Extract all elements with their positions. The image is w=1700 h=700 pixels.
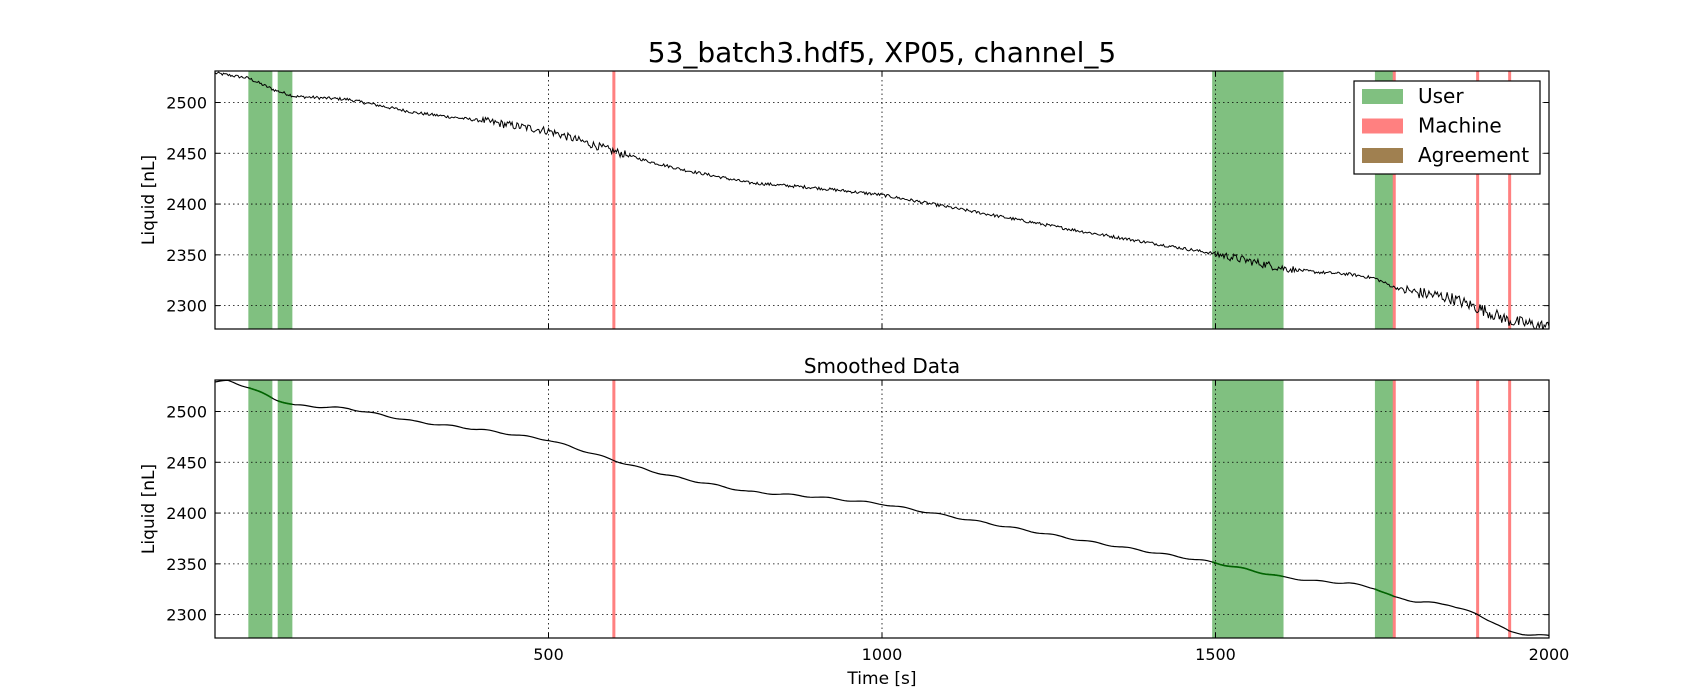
y-tick-label: 2450 — [166, 453, 207, 472]
smoothed-data-panel: 2300 2350 2400 2450 2500 500 1000 1500 2000 Smoot… — [139, 354, 1569, 689]
raw-data-panel: 2300 2350 2400 2450 2500 Liquid [nL] — [139, 70, 1550, 330]
legend-label-agreement: Agreement — [1418, 143, 1529, 167]
legend-swatch-machine — [1362, 118, 1403, 134]
user-span-line — [1212, 561, 1284, 578]
y-tick-label: 2400 — [166, 504, 207, 523]
legend: User Machine Agreement — [1353, 80, 1541, 175]
panel-title: Smoothed Data — [804, 354, 960, 378]
y-tick-label: 2450 — [166, 144, 207, 163]
legend-swatch-user — [1362, 89, 1403, 104]
user-span-line — [1374, 588, 1395, 598]
user-span — [248, 380, 273, 638]
y-tick-label: 2500 — [166, 93, 207, 112]
user-span — [1212, 380, 1284, 638]
axes-frame — [214, 379, 1550, 639]
y-tick-label: 2500 — [166, 402, 207, 421]
y-tick-label: 2300 — [166, 606, 207, 625]
user-span-line — [248, 386, 273, 399]
axes-frame — [214, 70, 1550, 330]
raw-data-line — [215, 71, 1549, 329]
legend-swatch-agreement — [1362, 148, 1403, 163]
x-tick-label: 1000 — [862, 645, 903, 664]
legend-label-user: User — [1418, 84, 1464, 108]
user-span — [277, 71, 293, 329]
y-axis-label: Liquid [nL] — [139, 155, 159, 245]
chart-title: 53_batch3.hdf5, XP05, channel_5 — [648, 36, 1117, 69]
y-tick-label: 2350 — [166, 246, 207, 265]
y-tick-label: 2300 — [166, 297, 207, 316]
y-tick-label: 2400 — [166, 195, 207, 214]
user-span — [277, 380, 293, 638]
y-axis-label: Liquid [nL] — [139, 464, 159, 554]
x-axis-label: Time [s] — [846, 669, 916, 689]
user-span — [248, 71, 273, 329]
user-span-line — [277, 400, 293, 406]
user-span — [1212, 71, 1284, 329]
user-span — [1374, 380, 1395, 638]
x-tick-label: 500 — [533, 645, 564, 664]
y-tick-label: 2350 — [166, 555, 207, 574]
smoothed-data-line — [215, 380, 1549, 636]
x-tick-label: 1500 — [1195, 645, 1236, 664]
legend-label-machine: Machine — [1418, 114, 1502, 138]
x-tick-label: 2000 — [1529, 645, 1570, 664]
